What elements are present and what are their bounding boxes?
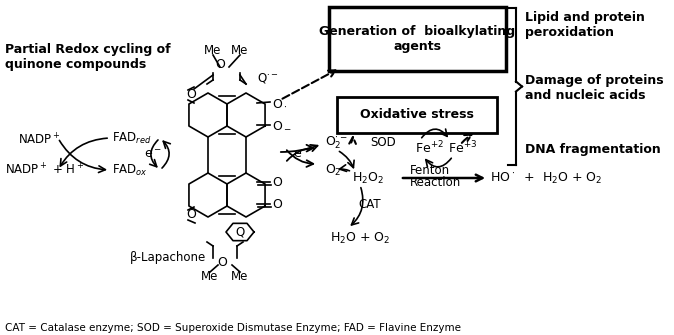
Text: O: O xyxy=(272,198,282,210)
Text: HO$^\cdot$  +  H$_2$O + O$_2$: HO$^\cdot$ + H$_2$O + O$_2$ xyxy=(490,171,603,186)
Text: Fe$^{+3}$: Fe$^{+3}$ xyxy=(448,140,477,156)
Text: H$_2$O + O$_2$: H$_2$O + O$_2$ xyxy=(330,230,390,246)
Text: Partial Redox cycling of
quinone compounds: Partial Redox cycling of quinone compoun… xyxy=(5,43,171,71)
Text: Lipid and protein
peroxidation: Lipid and protein peroxidation xyxy=(525,11,645,39)
Text: Me: Me xyxy=(231,270,249,283)
Text: Fenton: Fenton xyxy=(410,163,450,177)
Text: Fe$^{+2}$: Fe$^{+2}$ xyxy=(415,140,444,156)
Text: Oxidative stress: Oxidative stress xyxy=(360,109,474,122)
Text: NADP$^+$: NADP$^+$ xyxy=(18,132,61,148)
FancyBboxPatch shape xyxy=(337,97,497,133)
Text: Me: Me xyxy=(202,270,218,283)
Text: β-Lapachone: β-Lapachone xyxy=(130,252,206,265)
Text: CAT = Catalase enzyme; SOD = Superoxide Dismutase Enzyme; FAD = Flavine Enzyme: CAT = Catalase enzyme; SOD = Superoxide … xyxy=(5,323,461,333)
Text: Q: Q xyxy=(235,225,245,239)
Text: Q$^{\cdot -}$: Q$^{\cdot -}$ xyxy=(257,71,278,85)
Text: O$_\cdot$: O$_\cdot$ xyxy=(272,95,288,109)
Text: Damage of proteins
and nucleic acids: Damage of proteins and nucleic acids xyxy=(525,74,664,102)
Text: O$_2^{\cdot -}$: O$_2^{\cdot -}$ xyxy=(325,135,348,151)
Text: O$_-$: O$_-$ xyxy=(272,118,292,131)
Text: O: O xyxy=(215,59,225,71)
Text: FAD$_{red}$: FAD$_{red}$ xyxy=(112,130,152,145)
Text: Generation of  bioalkylating
agents: Generation of bioalkylating agents xyxy=(319,25,516,53)
Text: H$_2$O$_2$: H$_2$O$_2$ xyxy=(352,171,384,186)
Text: Me: Me xyxy=(204,44,222,57)
Text: O: O xyxy=(217,257,227,269)
Text: Reaction: Reaction xyxy=(410,176,461,189)
Text: O: O xyxy=(186,208,196,221)
Text: O: O xyxy=(272,176,282,189)
Text: e$^-$: e$^-$ xyxy=(144,147,162,160)
Text: SOD: SOD xyxy=(370,136,396,149)
FancyBboxPatch shape xyxy=(329,7,506,71)
Text: FAD$_{ox}$: FAD$_{ox}$ xyxy=(112,162,148,178)
Text: e$^-$: e$^-$ xyxy=(293,148,311,161)
Text: NADP$^+$ + H$^+$: NADP$^+$ + H$^+$ xyxy=(5,162,84,178)
Text: O: O xyxy=(186,88,196,102)
Text: Me: Me xyxy=(231,44,249,57)
Text: CAT: CAT xyxy=(358,199,381,211)
Text: DNA fragmentation: DNA fragmentation xyxy=(525,143,661,156)
Text: O$_2$: O$_2$ xyxy=(325,162,342,178)
